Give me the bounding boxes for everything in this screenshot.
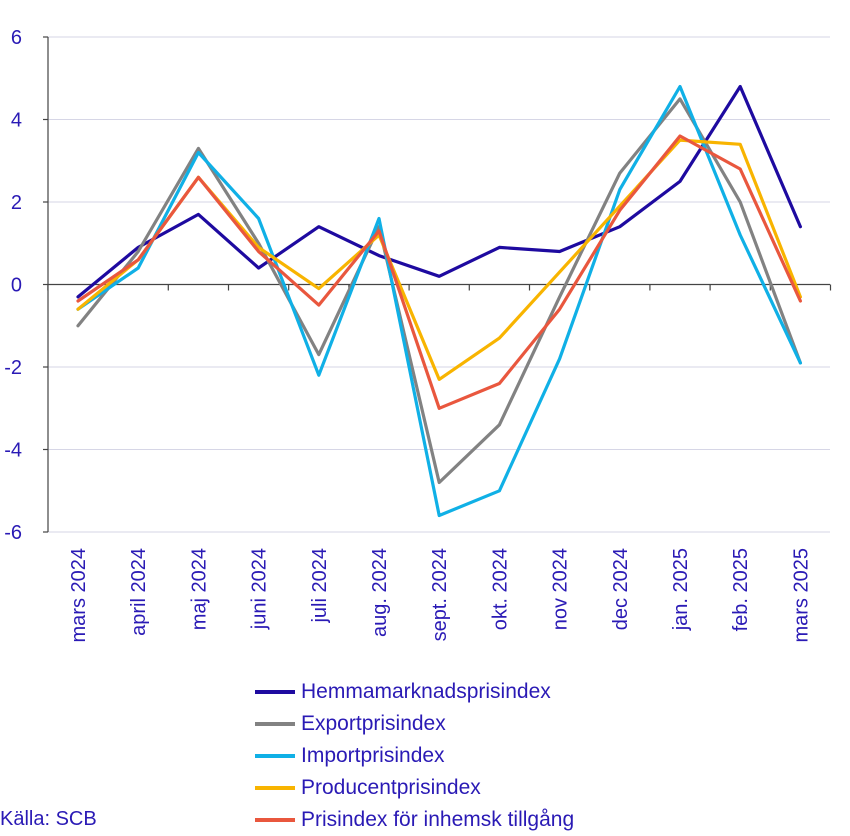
legend-item: Hemmamarknadsprisindex: [255, 676, 574, 708]
y-tick-label: 0: [11, 275, 22, 297]
series-line-prisindex-för-inhemsk-tillgång: [76, 134, 803, 410]
source-note: Källa: SCB: [0, 808, 97, 830]
x-tick-label: dec 2024: [610, 548, 632, 630]
y-tick-labels: 6 4 2 0 -2 -4 -6: [4, 27, 22, 544]
legend-swatch: [255, 722, 295, 726]
legend-item: Prisindex för inhemsk tillgång: [255, 804, 574, 836]
legend: Hemmamarknadsprisindex Exportprisindex Imp…: [255, 676, 574, 836]
y-tick-label: 4: [11, 110, 22, 132]
legend-label: Producentprisindex: [301, 776, 481, 799]
legend-swatch: [255, 754, 295, 758]
x-tick-label: feb. 2025: [730, 548, 752, 631]
legend-item: Importprisindex: [255, 740, 574, 772]
x-tick-label: juni 2024: [249, 548, 271, 630]
y-tick-label: -6: [4, 522, 22, 544]
legend-label: Exportprisindex: [301, 712, 446, 735]
legend-swatch: [255, 690, 295, 694]
x-tick-label: juli 2024: [309, 548, 331, 624]
series-line-hemmamarknadsprisindex: [76, 84, 803, 299]
legend-label: Hemmamarknadsprisindex: [301, 680, 551, 703]
series-line-exportprisindex: [76, 97, 803, 485]
x-tick-label: jan. 2025: [670, 548, 692, 631]
gridlines: [48, 36, 830, 533]
line-chart: 6 4 2 0 -2 -4 -6 mars 2024 april 2024 maj 2024 ju…: [4, 27, 832, 643]
x-tick-label: aug. 2024: [369, 548, 391, 637]
legend-item: Exportprisindex: [255, 708, 574, 740]
x-tick-label: maj 2024: [188, 548, 210, 630]
y-tick-label: -4: [4, 440, 22, 462]
legend-swatch: [255, 818, 295, 822]
legend-label: Importprisindex: [301, 744, 445, 767]
x-tick-label: mars 2025: [790, 548, 812, 643]
legend-swatch: [255, 786, 295, 790]
legend-item: Producentprisindex: [255, 772, 574, 804]
x-tick-label: okt. 2024: [489, 548, 511, 630]
x-tick-label: sept. 2024: [429, 548, 451, 641]
y-tick-label: 2: [11, 192, 22, 214]
legend-label: Prisindex för inhemsk tillgång: [301, 808, 575, 831]
x-tick-label: april 2024: [128, 548, 150, 636]
y-tick-label: -2: [4, 357, 22, 379]
x-tick-labels: mars 2024 april 2024 maj 2024 juni 2024 juli…: [68, 548, 812, 643]
series-lines: [76, 84, 803, 518]
y-tick-label: 6: [11, 27, 22, 49]
series-line-importprisindex: [76, 84, 803, 518]
axes: [43, 36, 832, 533]
x-tick-label: mars 2024: [68, 548, 90, 643]
x-tick-label: nov 2024: [550, 548, 572, 630]
